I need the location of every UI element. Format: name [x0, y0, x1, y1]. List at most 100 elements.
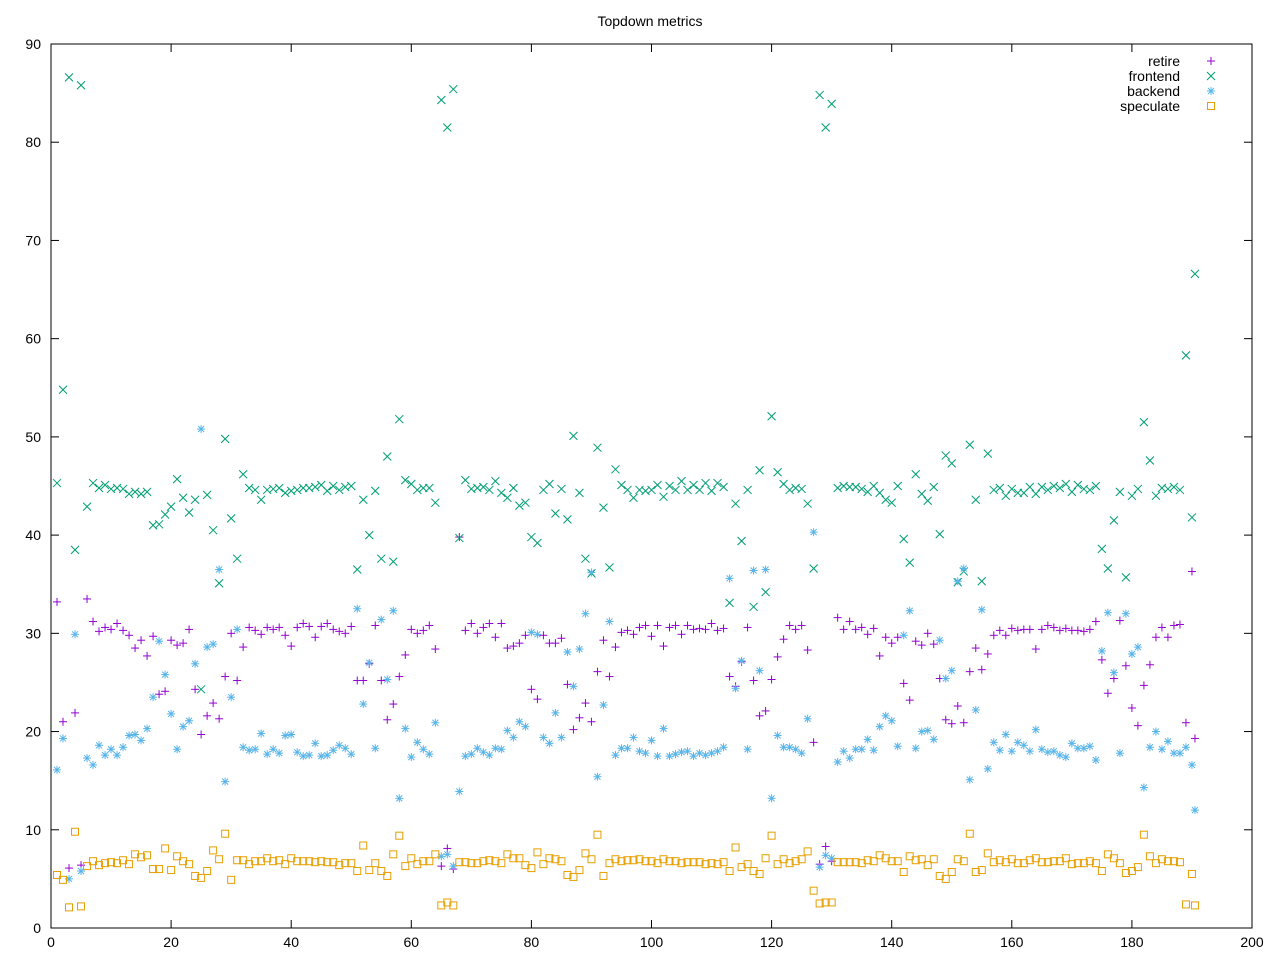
- retire-point: [725, 672, 734, 681]
- speculate-point: [1190, 901, 1199, 910]
- retire-point: [791, 625, 800, 634]
- backend-point: [1145, 743, 1154, 752]
- frontend-point: [599, 503, 608, 512]
- frontend-point: [202, 490, 212, 500]
- frontend-point: [100, 480, 110, 490]
- retire-point: [71, 708, 80, 717]
- backend-point: [563, 647, 572, 656]
- speculate-point: [359, 841, 368, 850]
- speculate-point: [437, 901, 446, 910]
- retire-point: [887, 639, 896, 648]
- speculate-point: [971, 868, 980, 877]
- backend-point: [233, 625, 242, 634]
- backend-point: [161, 670, 170, 679]
- speculate-point: [755, 869, 764, 878]
- retire-point: [101, 623, 110, 632]
- speculate-point: [839, 858, 848, 867]
- retire-point: [95, 627, 104, 636]
- frontend-point: [617, 480, 626, 490]
- speculate-point: [1163, 857, 1172, 866]
- speculate-point: [929, 855, 938, 864]
- speculate-point: [677, 859, 686, 868]
- retire-point: [857, 623, 866, 632]
- retire-point: [191, 685, 200, 694]
- frontend-point: [118, 484, 128, 494]
- speculate-point: [431, 850, 440, 859]
- retire-point: [1043, 621, 1052, 630]
- frontend-point: [677, 476, 686, 486]
- backend-point: [143, 724, 152, 733]
- retire-point: [581, 699, 590, 708]
- retire-point: [641, 621, 650, 630]
- retire-point: [1190, 734, 1199, 743]
- frontend-point: [70, 545, 80, 555]
- retire-point: [437, 862, 446, 871]
- frontend-point: [1181, 351, 1191, 360]
- retire-point: [671, 621, 680, 630]
- retire-point: [743, 623, 752, 632]
- frontend-point: [857, 484, 867, 494]
- frontend-point: [328, 481, 338, 491]
- frontend-point: [917, 489, 927, 499]
- backend-point: [959, 564, 968, 573]
- frontend-point: [352, 565, 362, 574]
- speculate-point: [671, 857, 680, 866]
- speculate-point: [107, 858, 116, 867]
- retire-point: [803, 646, 812, 655]
- backend-point: [455, 787, 464, 796]
- backend-point: [149, 693, 158, 702]
- retire-point: [413, 629, 422, 638]
- frontend-point: [274, 483, 284, 493]
- frontend-point: [178, 493, 188, 503]
- retire-point: [1175, 620, 1184, 629]
- retire-point: [1139, 681, 1148, 690]
- retire-point: [1103, 689, 1112, 698]
- frontend-point: [797, 484, 806, 494]
- speculate-point: [935, 871, 944, 880]
- retire-point: [215, 714, 224, 723]
- speculate-point: [953, 855, 962, 864]
- backend-point: [755, 666, 764, 675]
- speculate-point: [599, 871, 608, 880]
- backend-point: [719, 743, 728, 752]
- frontend-point: [1139, 417, 1149, 427]
- frontend-point: [448, 84, 458, 94]
- speculate-point: [227, 875, 236, 884]
- speculate-point: [1019, 859, 1028, 868]
- speculate-point: [161, 844, 170, 853]
- y-tick-label: 80: [25, 134, 41, 150]
- backend-point: [611, 751, 620, 760]
- frontend-point: [190, 495, 200, 505]
- retire-point: [851, 625, 860, 634]
- frontend-point: [965, 440, 975, 450]
- backend-point: [911, 744, 920, 753]
- retire-point: [977, 665, 986, 674]
- backend-point: [413, 738, 422, 747]
- x-tick-label: 40: [283, 934, 299, 950]
- retire-point: [455, 533, 464, 542]
- frontend-point: [82, 502, 92, 511]
- speculate-point: [749, 867, 758, 876]
- speculate-point: [977, 866, 986, 875]
- backend-point: [101, 751, 110, 760]
- backend-point: [95, 741, 104, 750]
- retire-point: [1145, 660, 1154, 669]
- frontend-point: [76, 80, 86, 90]
- speculate-point: [413, 860, 422, 869]
- retire-point: [359, 676, 368, 685]
- speculate-point: [1073, 859, 1082, 868]
- speculate-point: [743, 860, 752, 869]
- speculate-point: [767, 831, 776, 840]
- speculate-point: [965, 829, 974, 838]
- y-tick-label: 90: [25, 36, 41, 52]
- retire-point: [383, 715, 392, 724]
- frontend-point: [322, 486, 332, 496]
- backend-point: [887, 716, 896, 725]
- backend-point: [287, 730, 296, 739]
- speculate-point: [353, 867, 362, 876]
- speculate-point: [1025, 856, 1034, 865]
- legend-label-retire: retire: [1148, 53, 1180, 69]
- speculate-point: [515, 854, 524, 863]
- retire-point: [911, 637, 920, 646]
